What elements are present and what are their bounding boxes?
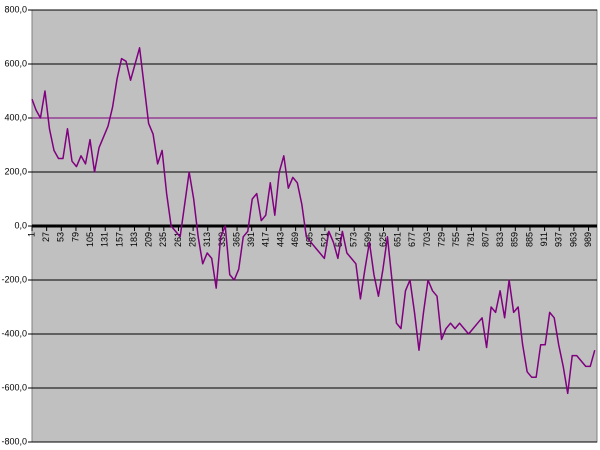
y-tick-label: 200,0 xyxy=(4,166,27,176)
x-tick-label: 183 xyxy=(129,232,139,247)
x-tick-label: 677 xyxy=(407,232,417,247)
y-tick-label: -600,0 xyxy=(1,382,27,392)
x-tick-label: 469 xyxy=(290,232,300,247)
x-tick-label: 105 xyxy=(85,232,95,247)
y-tick-label: -400,0 xyxy=(1,328,27,338)
x-tick-label: 547 xyxy=(334,232,344,247)
y-tick-label: -200,0 xyxy=(1,274,27,284)
y-tick-label: 0,0 xyxy=(14,220,27,230)
x-tick-label: 79 xyxy=(70,232,80,242)
x-tick-label: 963 xyxy=(568,232,578,247)
data-line xyxy=(31,47,596,395)
x-tick-label: 911 xyxy=(539,232,549,246)
y-tick-label: 800,0 xyxy=(4,4,27,14)
x-tick-label: 27 xyxy=(41,232,51,242)
y-tick-label: 600,0 xyxy=(4,58,27,68)
x-tick-label: 625 xyxy=(378,232,388,247)
x-tick-label: 833 xyxy=(495,232,505,247)
x-tick-label: 443 xyxy=(275,232,285,247)
x-tick-label: 885 xyxy=(524,232,534,247)
x-tick-label: 261 xyxy=(173,232,183,247)
x-tick-label: 287 xyxy=(187,232,197,247)
x-tick-label: 417 xyxy=(261,232,271,247)
x-tick-label: 729 xyxy=(436,232,446,247)
x-tick-label: 989 xyxy=(583,232,593,247)
x-tick-label: 573 xyxy=(349,232,359,247)
x-tick-label: 365 xyxy=(231,232,241,247)
y-tick-label: 400,0 xyxy=(4,112,27,122)
x-tick-label: 651 xyxy=(393,232,403,247)
x-tick-label: 755 xyxy=(451,232,461,247)
x-tick-label: 209 xyxy=(144,232,154,247)
x-tick-label: 495 xyxy=(305,232,315,247)
x-tick-label: 521 xyxy=(319,232,329,247)
x-tick-label: 339 xyxy=(217,232,227,247)
x-tick-label: 703 xyxy=(422,232,432,247)
x-tick-label: 235 xyxy=(158,232,168,247)
x-tick-label: 859 xyxy=(510,232,520,247)
x-tick-label: 807 xyxy=(480,232,490,247)
x-tick-label: 313 xyxy=(202,232,212,247)
x-tick-label: 781 xyxy=(466,232,476,247)
x-tick-label: 131 xyxy=(100,232,110,247)
y-tick-label: -800,0 xyxy=(1,436,27,446)
x-tick-label: 53 xyxy=(56,232,66,242)
x-tick-label: 157 xyxy=(114,232,124,247)
x-tick-label: 1 xyxy=(26,232,36,237)
x-tick-label: 599 xyxy=(363,232,373,247)
x-tick-label: 391 xyxy=(246,232,256,247)
x-tick-label: 937 xyxy=(554,232,564,247)
